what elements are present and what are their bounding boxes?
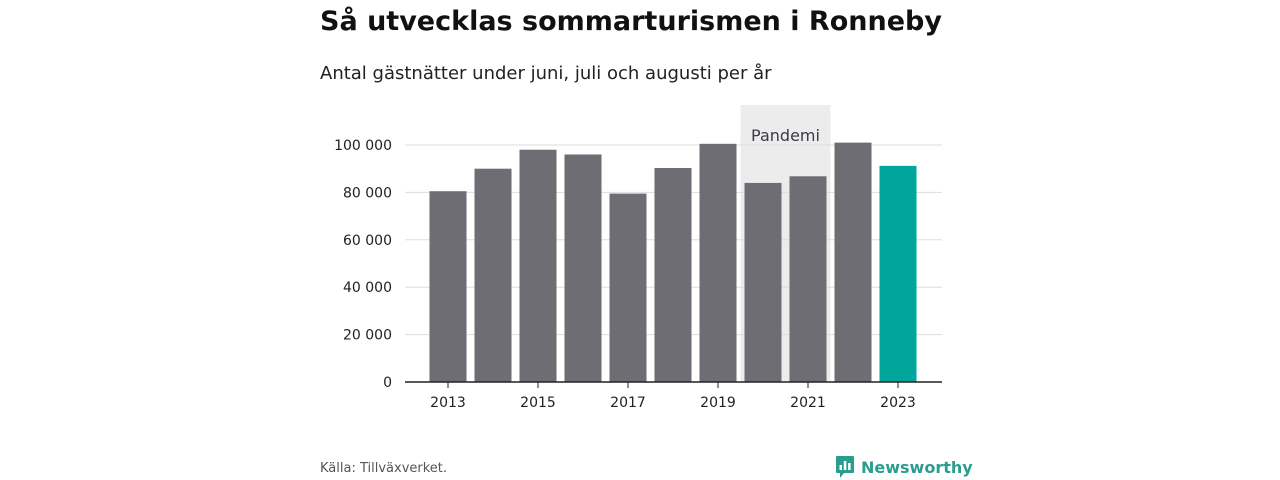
x-tick-label: 2019	[700, 395, 736, 411]
brand-logo[interactable]: Newsworthy	[835, 454, 973, 480]
bar-2019	[699, 143, 737, 382]
bars	[429, 142, 917, 382]
bar-2015	[519, 149, 557, 382]
brand-name: Newsworthy	[861, 457, 973, 477]
y-tick-label: 80 000	[343, 185, 392, 201]
chart-subtitle: Antal gästnätter under juni, juli och au…	[320, 63, 772, 84]
y-tick-label: 0	[383, 375, 392, 391]
x-tick-label: 2015	[520, 395, 556, 411]
bar-2014	[474, 168, 512, 382]
bar-2016	[564, 154, 602, 382]
bar-2022	[834, 142, 872, 382]
x-tick-label: 2021	[790, 395, 826, 411]
bar-2017	[609, 193, 647, 382]
bar-2018	[654, 167, 692, 382]
axes: 0 20 000 40 000 60 000 80 000 100 000 2013 2015…	[334, 138, 942, 411]
bar-2013	[429, 191, 467, 382]
newsworthy-logo-icon	[836, 456, 854, 478]
pandemic-label: Pandemi	[751, 126, 820, 145]
bar-2021	[789, 176, 827, 382]
x-tick-label: 2023	[880, 395, 916, 411]
y-tick-label: 60 000	[343, 233, 392, 249]
source-note: Källa: Tillväxverket.	[320, 461, 448, 476]
y-tick-label: 40 000	[343, 280, 392, 296]
y-tick-label: 100 000	[334, 138, 392, 154]
y-tick-label: 20 000	[343, 328, 392, 344]
x-tick-label: 2017	[610, 395, 646, 411]
chart-title: Så utvecklas sommarturismen i Ronneby	[320, 6, 942, 37]
x-tick-label: 2013	[430, 395, 466, 411]
bar-2023	[879, 165, 917, 382]
bar-2020	[744, 182, 782, 382]
